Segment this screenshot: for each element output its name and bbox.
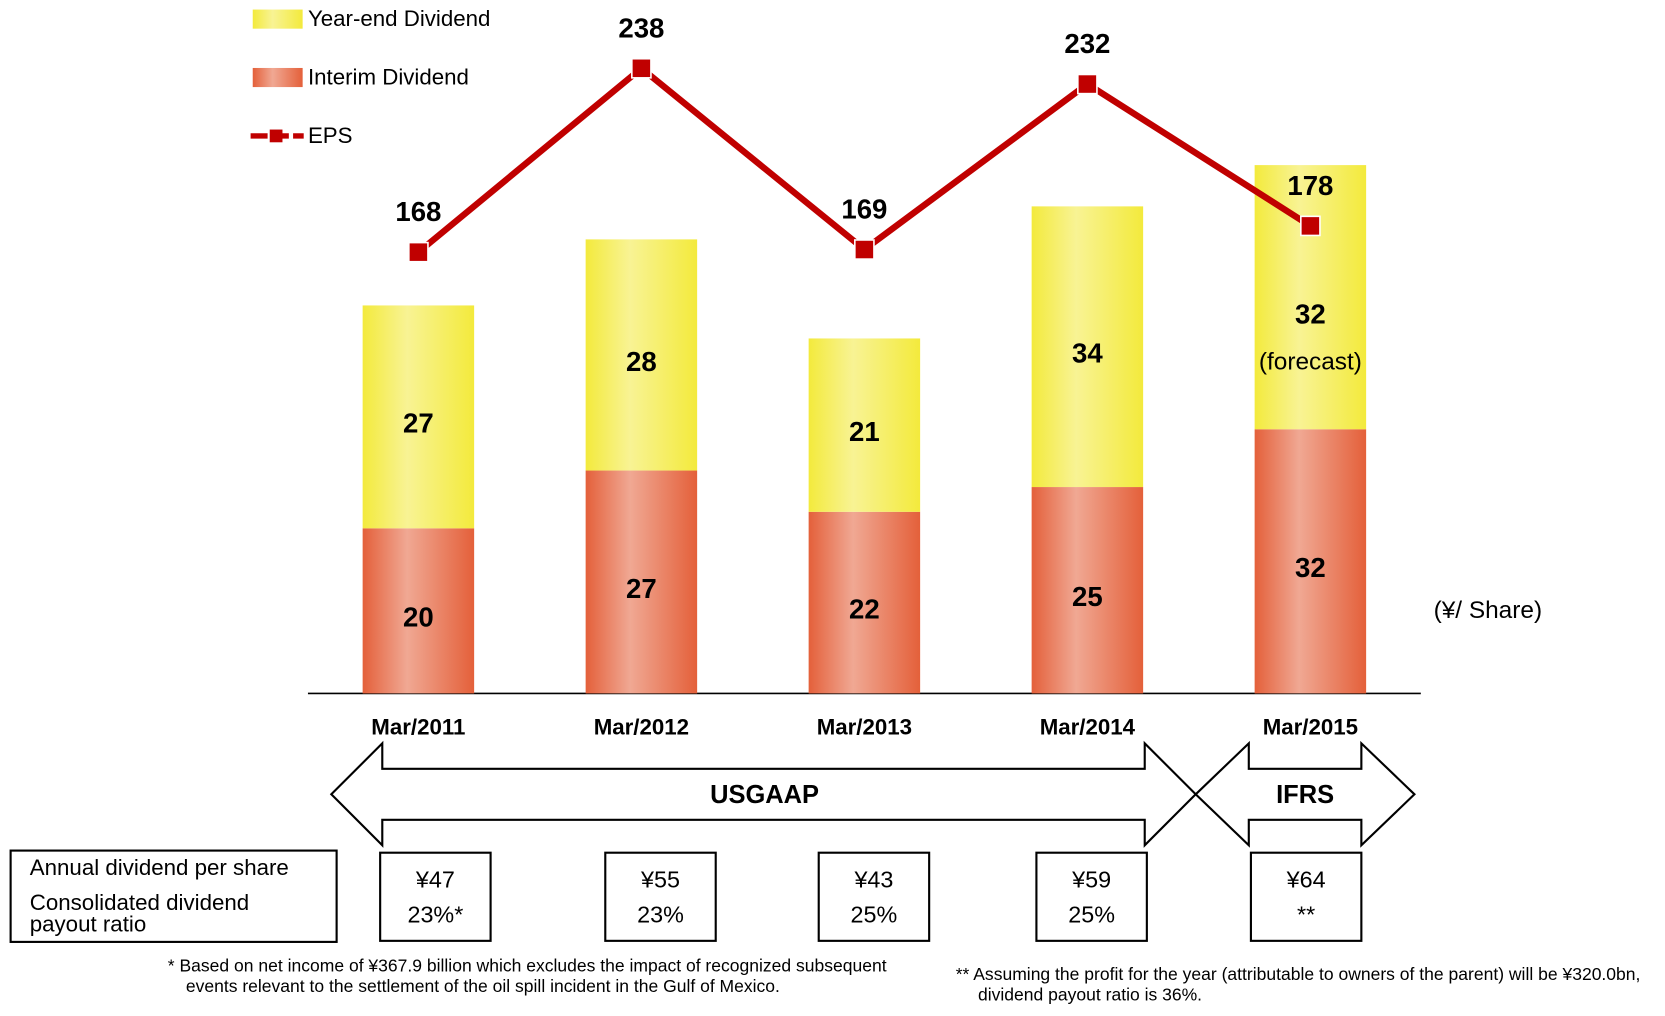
eps-value-label: 232 bbox=[1064, 28, 1110, 59]
bar-value-label: 25 bbox=[1072, 581, 1103, 612]
annual-dividend: ¥47 bbox=[415, 867, 455, 893]
table-row-label: Annual dividend per share bbox=[29, 855, 289, 881]
bar-value-label: 22 bbox=[849, 593, 880, 624]
x-tick-label: Mar/2014 bbox=[1040, 714, 1136, 739]
legend-label: EPS bbox=[308, 123, 353, 148]
table-cell-box bbox=[604, 851, 717, 942]
bar-note: (forecast) bbox=[1259, 348, 1362, 375]
payout-ratio: ** bbox=[1297, 902, 1315, 928]
eps-marker bbox=[631, 57, 652, 79]
eps-marker bbox=[1300, 215, 1321, 237]
table-row-label: Consolidated dividend payout ratio bbox=[29, 890, 250, 937]
standard-label: USGAAP bbox=[710, 781, 819, 809]
eps-value-label: 178 bbox=[1287, 170, 1333, 201]
eps-marker bbox=[1077, 73, 1098, 95]
payout-ratio: 23%* bbox=[407, 902, 463, 928]
standard-label: IFRS bbox=[1276, 781, 1334, 809]
bar bbox=[808, 338, 921, 512]
annual-dividend: ¥55 bbox=[640, 867, 680, 893]
unit-label: (¥/ Share) bbox=[1434, 597, 1543, 624]
table-label-box bbox=[9, 849, 338, 943]
legend-swatch bbox=[252, 9, 303, 29]
bar-value-label: 27 bbox=[626, 573, 657, 604]
footnote: ** Assuming the profit for the year (att… bbox=[955, 965, 1641, 1005]
payout-ratio: 25% bbox=[1068, 902, 1115, 928]
annual-dividend: ¥43 bbox=[853, 867, 893, 893]
payout-ratio: 25% bbox=[851, 902, 898, 928]
eps-marker bbox=[408, 241, 429, 263]
legend-label: Year-end Dividend bbox=[308, 6, 491, 31]
bar bbox=[362, 528, 475, 694]
table-cell-box bbox=[1249, 851, 1363, 942]
table-cell-box bbox=[1035, 851, 1148, 942]
payout-ratio: 23% bbox=[637, 902, 684, 928]
footnote: * Based on net income of ¥367.9 billion … bbox=[167, 956, 887, 997]
bar-value-label: 27 bbox=[403, 408, 434, 439]
annual-dividend: ¥64 bbox=[1286, 867, 1326, 893]
bar-value-label: 34 bbox=[1072, 338, 1103, 369]
bar bbox=[1254, 429, 1367, 694]
eps-marker bbox=[854, 239, 875, 260]
x-tick-label: Mar/2015 bbox=[1263, 714, 1358, 739]
bar bbox=[808, 511, 921, 694]
table-cell-box bbox=[379, 851, 492, 942]
legend-marker bbox=[269, 129, 283, 143]
table-cell-box bbox=[817, 851, 931, 942]
legend-label: Interim Dividend bbox=[308, 64, 469, 89]
bar-value-label: 28 bbox=[626, 346, 657, 377]
bar-value-label: 32 bbox=[1295, 552, 1326, 583]
legend-swatch bbox=[252, 67, 303, 88]
annual-dividend: ¥59 bbox=[1071, 867, 1111, 893]
bar bbox=[362, 305, 475, 529]
ifrs-arrow bbox=[1194, 740, 1416, 848]
bar bbox=[1254, 165, 1367, 430]
eps-value-label: 169 bbox=[841, 194, 887, 225]
bar-value-label: 20 bbox=[403, 602, 434, 633]
x-tick-label: Mar/2011 bbox=[371, 714, 465, 739]
eps-value-label: 168 bbox=[395, 196, 441, 227]
x-tick-label: Mar/2013 bbox=[817, 714, 912, 739]
bar-value-label: 32 bbox=[1295, 299, 1326, 330]
bar bbox=[1031, 206, 1144, 488]
bar bbox=[1031, 487, 1144, 694]
x-tick-label: Mar/2012 bbox=[594, 714, 689, 739]
eps-value-label: 238 bbox=[618, 12, 664, 43]
bar-value-label: 21 bbox=[849, 416, 880, 447]
bar bbox=[585, 470, 698, 694]
bar bbox=[585, 239, 698, 471]
